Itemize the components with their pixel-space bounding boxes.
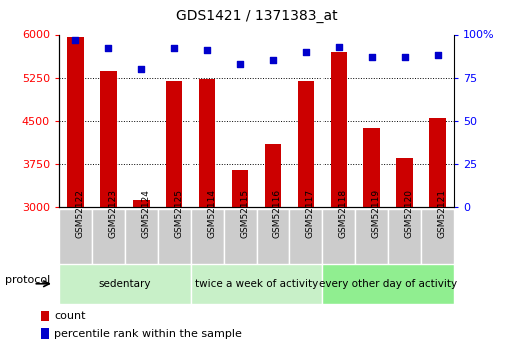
Text: GSM52117: GSM52117 xyxy=(306,189,315,238)
Bar xyxy=(388,209,421,264)
Bar xyxy=(330,52,347,207)
Bar xyxy=(191,209,224,264)
Point xyxy=(104,46,112,51)
Text: GSM52122: GSM52122 xyxy=(75,189,85,238)
Text: GSM52125: GSM52125 xyxy=(174,189,183,238)
Text: GSM52120: GSM52120 xyxy=(405,189,413,238)
Bar xyxy=(41,328,49,339)
Bar xyxy=(199,79,215,207)
Bar xyxy=(289,209,322,264)
Bar xyxy=(364,128,380,207)
Text: GDS1421 / 1371383_at: GDS1421 / 1371383_at xyxy=(175,9,338,23)
Bar xyxy=(421,209,454,264)
Text: every other day of activity: every other day of activity xyxy=(319,279,457,289)
Text: count: count xyxy=(54,311,86,321)
Bar xyxy=(133,200,149,207)
Text: GSM52115: GSM52115 xyxy=(240,189,249,238)
Bar xyxy=(256,209,289,264)
Text: GSM52114: GSM52114 xyxy=(207,189,216,238)
Text: percentile rank within the sample: percentile rank within the sample xyxy=(54,329,242,338)
Bar xyxy=(59,209,92,264)
Bar xyxy=(166,81,183,207)
Text: GSM52123: GSM52123 xyxy=(108,189,117,238)
Bar xyxy=(397,158,413,207)
Point xyxy=(236,61,244,67)
Bar xyxy=(92,209,125,264)
Text: GSM52116: GSM52116 xyxy=(273,189,282,238)
Point xyxy=(368,54,376,60)
Text: GSM52124: GSM52124 xyxy=(141,189,150,238)
Bar xyxy=(224,209,256,264)
Bar xyxy=(67,37,84,207)
Bar xyxy=(158,209,191,264)
Text: twice a week of activity: twice a week of activity xyxy=(195,279,318,289)
Bar xyxy=(100,71,116,207)
Bar xyxy=(322,264,454,304)
Point xyxy=(433,52,442,58)
Point xyxy=(71,37,80,42)
Point xyxy=(334,44,343,49)
Text: GSM52119: GSM52119 xyxy=(372,189,381,238)
Bar xyxy=(125,209,158,264)
Bar xyxy=(322,209,355,264)
Text: GSM52118: GSM52118 xyxy=(339,189,348,238)
Text: protocol: protocol xyxy=(5,275,50,285)
Point xyxy=(401,54,409,60)
Bar xyxy=(298,81,314,207)
Bar xyxy=(59,264,191,304)
Point xyxy=(203,47,211,53)
Point xyxy=(269,58,277,63)
Point xyxy=(137,66,145,72)
Bar xyxy=(355,209,388,264)
Text: GSM52121: GSM52121 xyxy=(438,189,446,238)
Point xyxy=(170,46,179,51)
Point xyxy=(302,49,310,55)
Bar xyxy=(191,264,322,304)
Bar xyxy=(429,118,446,207)
Bar xyxy=(232,170,248,207)
Text: sedentary: sedentary xyxy=(98,279,151,289)
Bar xyxy=(265,144,281,207)
Bar xyxy=(41,310,49,321)
